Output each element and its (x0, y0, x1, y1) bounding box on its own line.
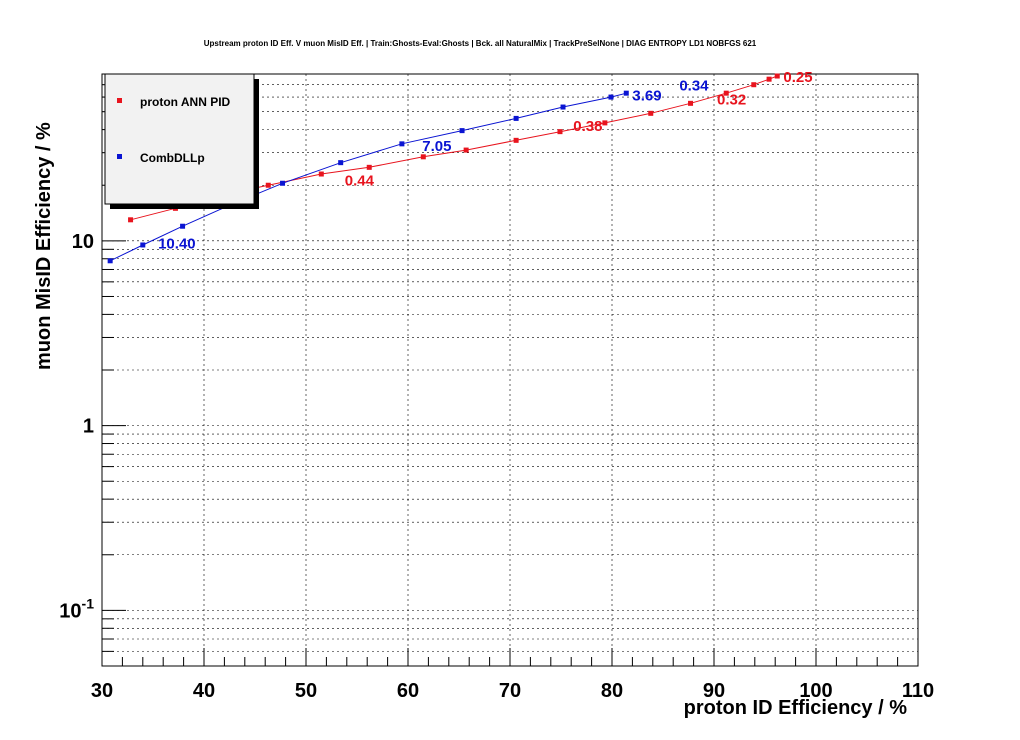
data-point-proton-ann-pid (602, 120, 608, 126)
point-annotation: 3.69 (632, 87, 661, 104)
data-point-combdllp (623, 90, 629, 96)
x-tick-label: 90 (703, 680, 725, 702)
series-line-combdllp (109, 92, 627, 262)
data-point-proton-ann-pid (648, 110, 654, 116)
point-annotation: 0.34 (679, 78, 709, 95)
x-tick-labels: 30 40 50 60 70 80 90 100 110 (91, 680, 934, 702)
point-annotation: 0.32 (717, 91, 746, 108)
data-point-combdllp (513, 115, 519, 121)
y-tick-label: 10 (72, 231, 94, 253)
x-tick-label: 80 (601, 680, 623, 702)
data-point-proton-ann-pid (688, 100, 694, 106)
data-point-proton-ann-pid (318, 171, 324, 177)
data-point-combdllp (399, 141, 405, 147)
data-point-proton-ann-pid (513, 137, 519, 143)
data-point-proton-ann-pid (766, 76, 772, 82)
x-tick-label: 70 (499, 680, 521, 702)
x-tick-label: 60 (397, 680, 419, 702)
data-point-combdllp (608, 94, 614, 100)
chart-title: Upstream proton ID Eff. V muon MisID Eff… (204, 39, 757, 48)
legend-box (104, 73, 255, 205)
x-axis-title: proton ID Efficiency / % (684, 697, 908, 719)
data-point-proton-ann-pid (557, 129, 563, 135)
legend-label-proton-ann-pid: proton ANN PID (140, 95, 231, 109)
point-annotation: 0.44 (345, 172, 375, 189)
data-point-proton-ann-pid (723, 90, 729, 96)
point-annotations: 0.25 0.32 0.38 0.44 0.34 3.69 7.05 10.40 (158, 69, 812, 252)
data-point-proton-ann-pid (128, 217, 134, 223)
data-point-proton-ann-pid (774, 73, 780, 79)
data-point-proton-ann-pid (463, 147, 469, 153)
y-axis-title: muon MisID Efficiency / % (33, 122, 55, 370)
y-tick-labels: 10-1 1 10 (59, 231, 94, 623)
x-tick-label: 110 (902, 680, 934, 702)
data-point-proton-ann-pid (420, 154, 426, 160)
data-point-proton-ann-pid (366, 164, 372, 170)
data-point-combdllp (459, 128, 465, 134)
data-point-combdllp (140, 242, 146, 248)
x-tick-label: 100 (799, 680, 832, 702)
data-point-proton-ann-pid (265, 182, 271, 188)
legend: proton ANN PID CombDLLp (104, 73, 259, 209)
data-point-combdllp (338, 160, 344, 166)
data-point-proton-ann-pid (751, 82, 757, 88)
x-tick-label: 40 (193, 680, 215, 702)
legend-label-combdllp: CombDLLp (140, 151, 205, 165)
point-annotation: 7.05 (422, 138, 451, 155)
legend-marker-combdllp (117, 154, 122, 159)
point-annotation: 0.38 (573, 118, 602, 135)
legend-marker-proton-ann-pid (117, 98, 122, 103)
point-annotation: 10.40 (158, 235, 196, 252)
y-tick-label: 10-1 (59, 595, 94, 622)
data-point-combdllp (560, 104, 566, 110)
data-point-combdllp (280, 180, 286, 186)
data-point-combdllp (107, 258, 113, 264)
data-point-combdllp (180, 223, 186, 229)
point-annotation: 0.25 (783, 69, 812, 86)
x-tick-label: 30 (91, 680, 113, 702)
y-tick-label: 1 (83, 416, 94, 438)
x-tick-label: 50 (295, 680, 317, 702)
